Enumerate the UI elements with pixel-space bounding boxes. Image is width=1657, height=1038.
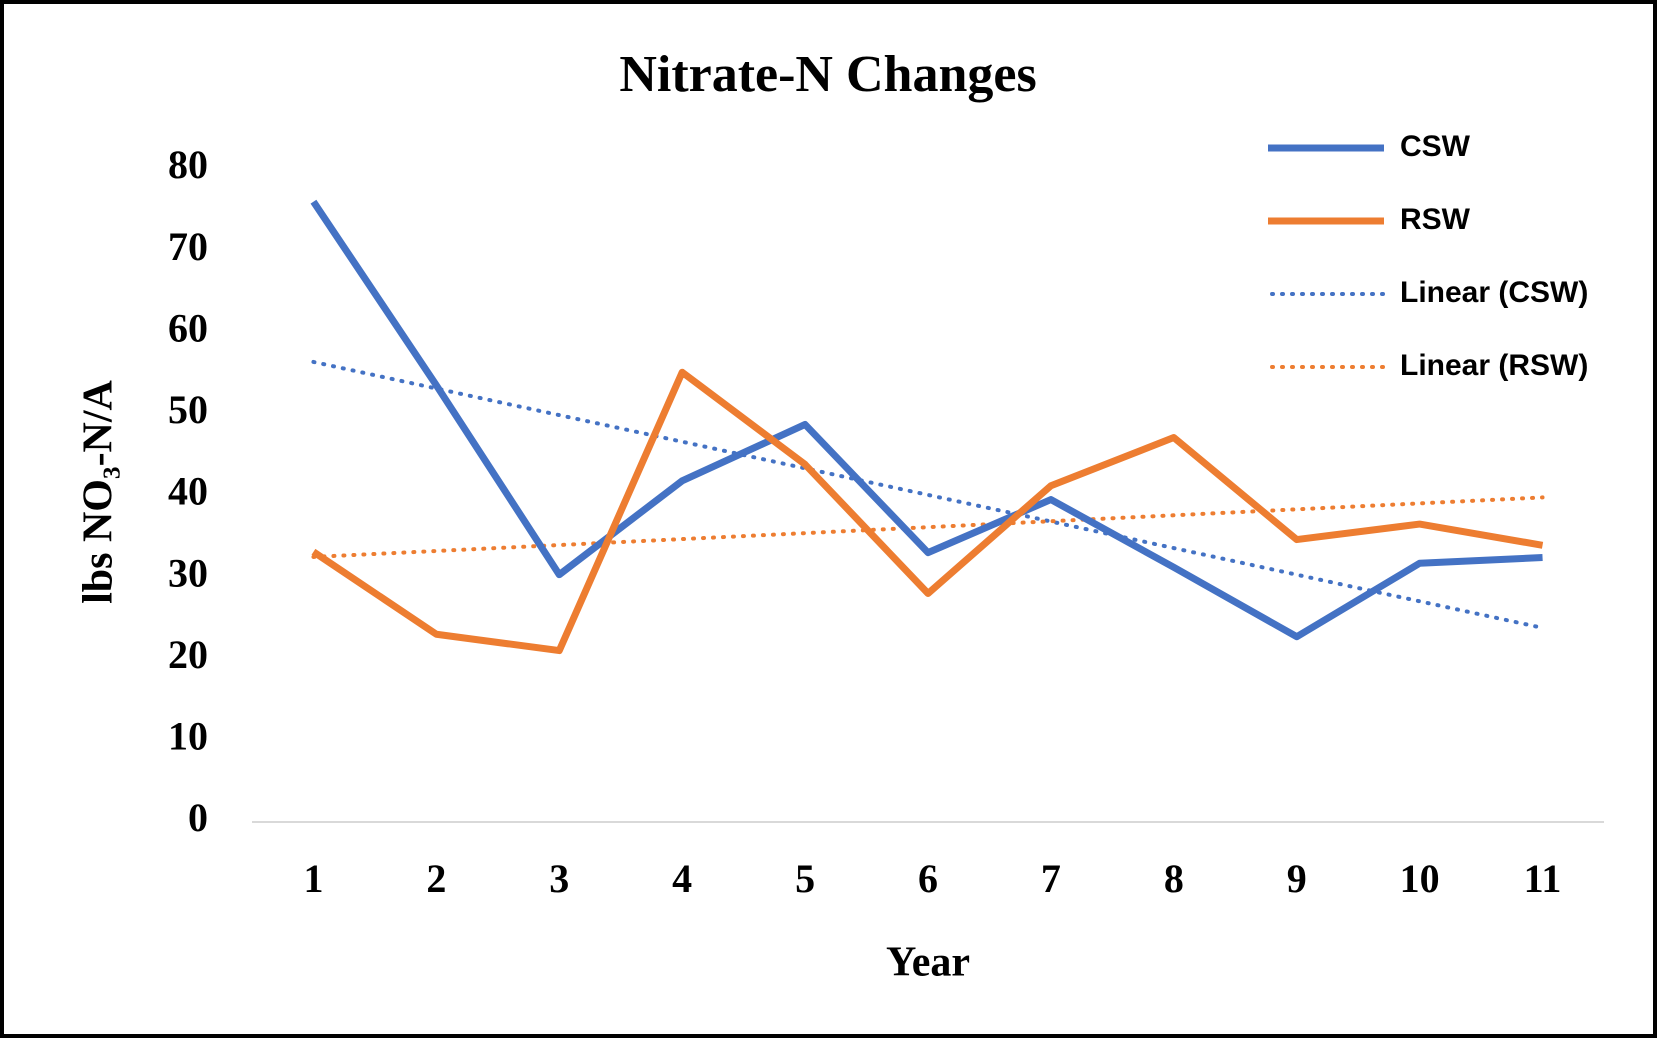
- x-tick-label: 9: [1287, 856, 1307, 901]
- legend-label: RSW: [1400, 203, 1471, 236]
- y-tick-label: 60: [168, 305, 208, 350]
- x-tick-label: 1: [303, 856, 323, 901]
- y-tick-label: 0: [188, 795, 208, 840]
- trendline: [311, 359, 1545, 630]
- x-tick-label: 8: [1164, 856, 1184, 901]
- x-tick-label: 2: [426, 856, 446, 901]
- y-tick-label: 50: [168, 387, 208, 432]
- x-tick-label: 10: [1400, 856, 1440, 901]
- x-tick-label: 3: [549, 856, 569, 901]
- y-tick-label: 10: [168, 714, 208, 759]
- y-tick-label: 80: [168, 142, 208, 187]
- x-axis-label: Year: [886, 940, 970, 986]
- series-line: [311, 368, 1544, 655]
- chart-title: Nitrate-N Changes: [619, 46, 1036, 103]
- y-tick-label: 20: [168, 632, 208, 677]
- legend-label: Linear (RSW): [1400, 349, 1588, 382]
- x-tick-label: 7: [1041, 856, 1061, 901]
- y-tick-label: 30: [168, 550, 208, 595]
- y-tick-label: 40: [168, 469, 208, 514]
- x-tick-label: 11: [1524, 856, 1562, 901]
- series-line: [310, 199, 1543, 641]
- legend-label: Linear (CSW): [1400, 276, 1588, 309]
- y-tick-label: 70: [168, 224, 208, 269]
- y-axis-label: lbs NO₃-N/A: [76, 379, 122, 603]
- x-tick-label: 5: [795, 856, 815, 901]
- x-tick-label: 4: [672, 856, 692, 901]
- x-tick-label: 6: [918, 856, 938, 901]
- legend-label: CSW: [1400, 130, 1471, 163]
